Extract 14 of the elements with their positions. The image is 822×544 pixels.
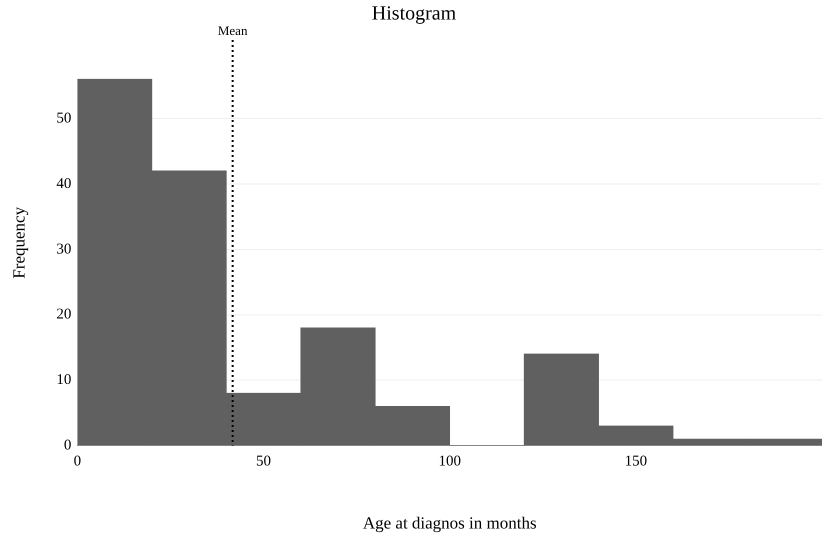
x-axis-title: Age at diagnos in months: [362, 513, 537, 532]
y-tick-label: 50: [56, 110, 72, 126]
y-axis-title: Frequency: [10, 206, 29, 279]
y-tick-label: 40: [56, 176, 72, 192]
x-tick-label: 100: [438, 454, 461, 470]
chart-title: Histogram: [372, 2, 457, 24]
x-tick-label: 150: [624, 454, 648, 470]
y-tick-label: 0: [64, 438, 72, 454]
x-tick-label: 50: [256, 454, 272, 470]
ref-line-label: Mean: [218, 22, 248, 38]
y-tick-label: 10: [56, 372, 72, 388]
y-tick-label: 20: [56, 306, 72, 323]
x-tick-label: 0: [74, 454, 82, 470]
y-tick-label: 30: [56, 241, 72, 258]
